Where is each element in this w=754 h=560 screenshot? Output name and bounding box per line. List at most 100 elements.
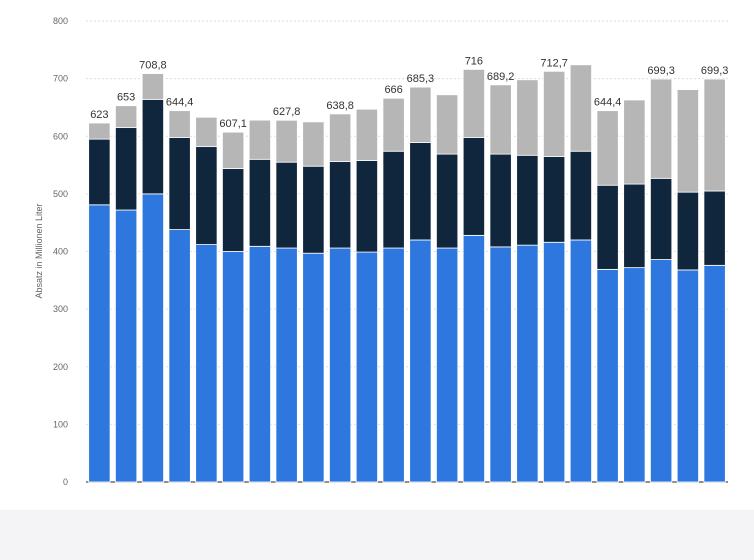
y-tick-label: 100 <box>53 419 68 429</box>
bar-total-label: 699,3 <box>701 65 729 77</box>
bar-segment-series-2 <box>436 153 459 249</box>
bar-segment-series-3 <box>222 131 245 169</box>
bar-segment-series-2 <box>382 150 405 249</box>
bar-segment-series-2 <box>275 161 298 249</box>
bar-layer <box>88 64 726 483</box>
bar-segment-series-3 <box>703 78 726 192</box>
grid-layer: 0 100 200 300 400 500 600 700 800 <box>53 16 728 487</box>
bar-segment-series-2 <box>703 190 726 266</box>
bar-segment-series-1 <box>248 245 271 483</box>
bar-segment-series-1 <box>168 229 191 483</box>
label-layer: 623 653 708,8 644,4 607,1 627,8 638,8 666 685,3 7… <box>90 55 728 130</box>
bar-total-label: 685,3 <box>407 73 435 85</box>
bar-total-label: 712,7 <box>540 57 568 69</box>
y-axis-title: Absatz in Millionen Liter <box>34 203 44 298</box>
bar-total-label: 644,4 <box>594 97 622 109</box>
bar-segment-series-2 <box>115 127 138 211</box>
bar-segment-series-2 <box>329 161 352 249</box>
bar-segment-series-1 <box>141 193 164 483</box>
y-tick-label: 800 <box>53 16 68 26</box>
bar-segment-series-1 <box>623 267 646 483</box>
bar-segment-series-3 <box>88 122 111 140</box>
bar-segment-series-1 <box>516 244 539 483</box>
y-tick-label: 200 <box>53 362 68 372</box>
bar-segment-series-1 <box>409 239 432 483</box>
bar-segment-series-2 <box>302 165 325 254</box>
y-tick-label: 500 <box>53 189 68 199</box>
y-tick-label: 0 <box>63 477 68 487</box>
bar-segment-series-1 <box>302 252 325 483</box>
bar-total-label: 638,8 <box>326 100 354 112</box>
bar-segment-series-3 <box>516 79 539 156</box>
bar-segment-series-2 <box>409 142 432 241</box>
y-tick-label: 700 <box>53 74 68 84</box>
y-tick-label: 600 <box>53 131 68 141</box>
bar-segment-series-2 <box>623 183 646 269</box>
bar-segment-series-3 <box>462 69 485 138</box>
bar-total-label: 689,2 <box>487 71 515 83</box>
bar-segment-series-3 <box>650 78 673 179</box>
bar-segment-series-2 <box>88 138 111 206</box>
bar-segment-series-2 <box>141 98 164 195</box>
bar-segment-series-3 <box>248 119 271 160</box>
bar-segment-series-1 <box>195 244 218 483</box>
bar-segment-series-1 <box>115 209 138 483</box>
bar-segment-series-1 <box>88 204 111 483</box>
bar-segment-series-3 <box>329 113 352 162</box>
bar-segment-series-1 <box>355 251 378 483</box>
bar-total-label: 716 <box>465 55 483 67</box>
bar-total-label: 666 <box>384 84 402 96</box>
bar-segment-series-2 <box>516 154 539 246</box>
bar-total-label: 627,8 <box>273 106 301 118</box>
bar-segment-series-3 <box>409 86 432 143</box>
bar-segment-series-1 <box>569 239 592 483</box>
bar-segment-series-1 <box>462 234 485 483</box>
bar-segment-series-2 <box>462 136 485 236</box>
bar-segment-series-3 <box>489 84 512 155</box>
bar-total-label: 708,8 <box>139 60 167 72</box>
bar-segment-series-3 <box>676 89 699 193</box>
bar-segment-series-1 <box>222 251 245 483</box>
bar-segment-series-1 <box>382 247 405 483</box>
bar-segment-series-3 <box>195 116 218 148</box>
bar-segment-series-1 <box>436 247 459 483</box>
bar-segment-series-1 <box>650 259 673 483</box>
bar-segment-series-1 <box>329 247 352 483</box>
bar-segment-series-2 <box>248 158 271 247</box>
y-tick-label: 400 <box>53 247 68 257</box>
bar-segment-series-2 <box>676 191 699 271</box>
bar-total-label: 699,3 <box>647 65 675 77</box>
bar-segment-series-3 <box>168 110 191 138</box>
bar-segment-series-2 <box>222 168 245 252</box>
bar-total-label: 623 <box>90 109 108 121</box>
bar-segment-series-3 <box>115 105 138 129</box>
bar-segment-series-2 <box>596 184 619 270</box>
bar-total-label: 653 <box>117 92 135 104</box>
stacked-bar-chart: 0 100 200 300 400 500 600 700 800 623 653 708,8 644… <box>34 16 728 487</box>
bar-segment-series-3 <box>596 110 619 186</box>
bar-segment-series-1 <box>489 246 512 483</box>
bar-segment-series-3 <box>355 108 378 161</box>
bar-segment-series-1 <box>703 264 726 483</box>
bar-segment-series-3 <box>436 94 459 155</box>
bar-segment-series-2 <box>543 156 566 243</box>
bar-segment-series-3 <box>382 97 405 152</box>
bar-segment-series-2 <box>650 177 673 260</box>
bar-segment-series-1 <box>676 269 699 483</box>
bar-total-label: 607,1 <box>219 118 247 130</box>
bar-segment-series-2 <box>569 150 592 241</box>
bar-segment-series-3 <box>543 70 566 157</box>
y-tick-label: 300 <box>53 304 68 314</box>
chart-area: 0 100 200 300 400 500 600 700 800 623 653 708,8 644… <box>34 16 729 487</box>
bar-segment-series-3 <box>275 119 298 163</box>
bar-segment-series-1 <box>596 268 619 483</box>
footer-band <box>0 510 754 560</box>
bar-segment-series-2 <box>168 136 191 230</box>
bar-segment-series-3 <box>141 73 164 100</box>
bar-segment-series-1 <box>543 241 566 483</box>
bar-segment-series-2 <box>355 160 378 253</box>
bar-segment-series-2 <box>489 153 512 248</box>
bar-segment-series-2 <box>195 146 218 245</box>
bar-total-label: 644,4 <box>166 97 194 109</box>
bar-segment-series-1 <box>275 247 298 483</box>
